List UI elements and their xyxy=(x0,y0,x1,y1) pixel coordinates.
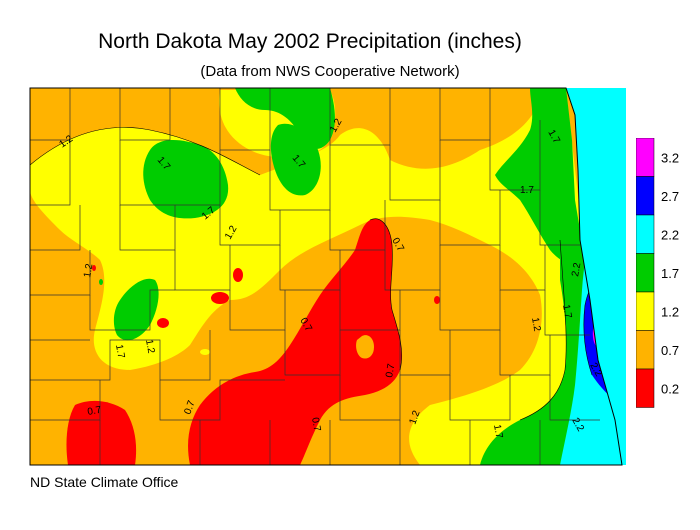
contour-label: 0.7 xyxy=(384,362,397,378)
contour-label: 1.2 xyxy=(82,262,95,278)
legend-label: 2.7 xyxy=(661,189,679,204)
contour-label: 0.7 xyxy=(182,399,197,416)
legend-swatch xyxy=(636,291,655,331)
county-boundaries xyxy=(30,88,600,465)
color-legend: 3.2 2.7 2.2 1.7 1.2 0.7 0.2 xyxy=(636,138,679,408)
legend-label: 1.7 xyxy=(661,266,679,281)
zone-1-7-west xyxy=(113,278,159,341)
zone-1-2-spot xyxy=(200,349,210,355)
legend-swatch xyxy=(636,253,655,293)
zone-1-7-northcenter xyxy=(143,140,229,219)
zone-0-2-spot1 xyxy=(211,292,229,304)
legend-swatch xyxy=(636,214,655,254)
legend-swatch xyxy=(636,176,655,216)
zone-0-2-spot4 xyxy=(434,296,440,304)
contour-label: 0.7 xyxy=(309,417,322,433)
zone-1-7-north2 xyxy=(270,123,321,196)
zone-1-7-north xyxy=(235,88,335,150)
legend-swatch xyxy=(636,330,655,370)
contour-label: 1.2 xyxy=(529,317,542,333)
map-title: North Dakota May 2002 Precipitation (inc… xyxy=(98,30,522,53)
contour-label: 1.2 xyxy=(143,339,156,355)
legend-label: 0.2 xyxy=(661,381,679,396)
contour-label: 2.2 xyxy=(570,261,583,277)
contour-label: 1.2 xyxy=(407,409,422,426)
contour-label: 1.7 xyxy=(491,424,504,440)
contour-label: 1.7 xyxy=(520,185,534,196)
contour-label: 0.7 xyxy=(87,405,103,418)
zone-0-2-spot2 xyxy=(233,268,243,282)
zone-0-2-spot3 xyxy=(157,318,169,328)
zone-0-2-spot5 xyxy=(92,265,96,271)
contour-label: 1.7 xyxy=(113,344,126,360)
credit-text: ND State Climate Office xyxy=(30,474,179,490)
zone-0-7-hole xyxy=(356,335,374,359)
contour-label: 1.7 xyxy=(560,304,573,320)
legend-swatch xyxy=(636,368,655,408)
map-subtitle: (Data from NWS Cooperative Network) xyxy=(200,63,460,80)
legend-label: 3.2 xyxy=(661,150,679,165)
legend-swatch xyxy=(636,138,655,177)
legend-label: 1.2 xyxy=(661,304,679,319)
zone-0-2-central xyxy=(188,218,402,465)
state-outline xyxy=(29,87,623,466)
zone-0-2-southwest xyxy=(66,400,137,465)
legend-label: 2.2 xyxy=(661,227,679,242)
zone-1-7-spot xyxy=(99,279,103,285)
legend-label: 0.7 xyxy=(661,343,679,358)
